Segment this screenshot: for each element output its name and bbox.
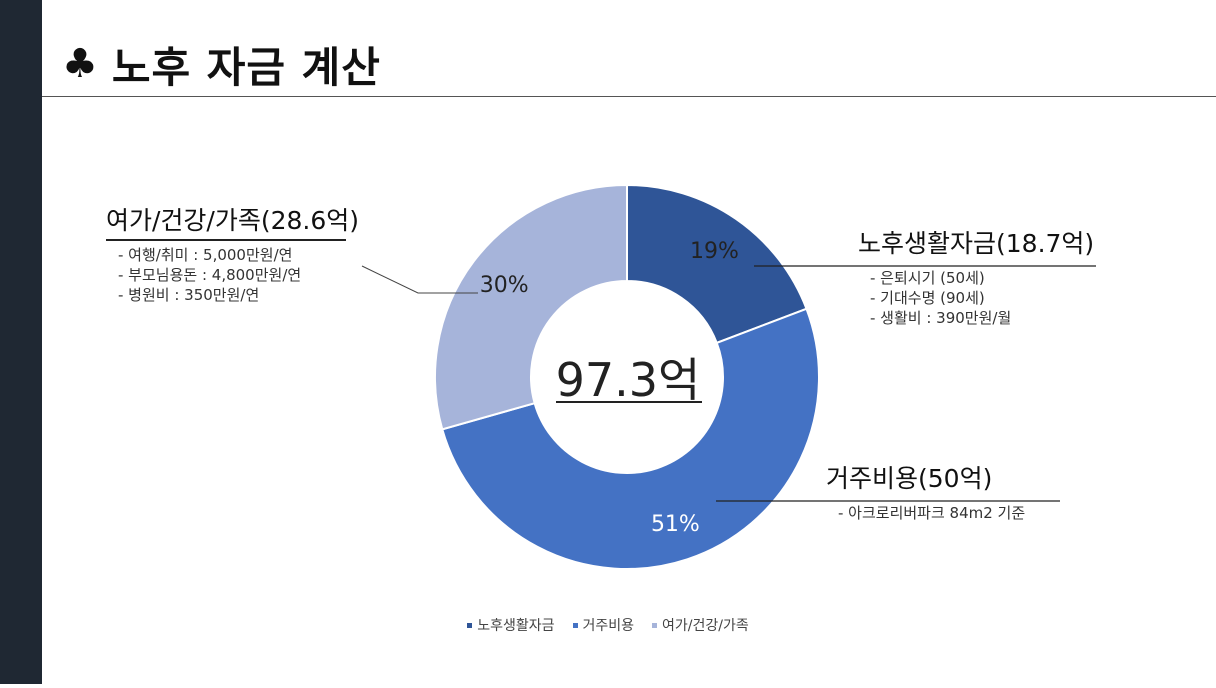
callout-leisure: 여가/건강/가족(28.6억) - 여행/취미 : 5,000만원/연 - 부모… bbox=[106, 206, 360, 305]
legend-item-leisure: 여가/건강/가족 bbox=[652, 615, 749, 635]
legend-label: 거주비용 bbox=[582, 618, 635, 634]
club-suit-icon: ♣ bbox=[62, 41, 98, 87]
slice-percent-label-retirement: 19% bbox=[690, 239, 739, 264]
callout-housing-item: - 아크로리버파크 84m2 기준 bbox=[838, 504, 1026, 522]
callout-leisure-item: - 병원비 : 350만원/연 bbox=[118, 286, 260, 304]
callout-leisure-title: 여가/건강/가족(28.6억) bbox=[106, 206, 360, 235]
donut-slice-retirement bbox=[626, 183, 808, 345]
callout-retirement-item: - 생활비 : 390만원/월 bbox=[870, 309, 1012, 327]
legend-swatch-leisure bbox=[652, 622, 658, 628]
callout-retirement: 노후생활자금(18.7억) - 은퇴시기 (50세) - 기대수명 (90세) … bbox=[858, 229, 1096, 328]
title-divider bbox=[42, 96, 1216, 97]
donut-slice-leisure bbox=[434, 183, 628, 431]
callout-retirement-title: 노후생활자금(18.7억) bbox=[858, 229, 1095, 258]
slice-percent-label-housing: 51% bbox=[651, 512, 700, 537]
callout-housing-title: 거주비용(50억) bbox=[826, 464, 993, 493]
page-header: ♣ 노후 자금 계산 bbox=[62, 36, 381, 92]
page-title: 노후 자금 계산 bbox=[111, 42, 381, 92]
legend-swatch-housing bbox=[572, 622, 578, 628]
callout-leisure-item: - 부모님용돈 : 4,800만원/연 bbox=[118, 266, 302, 284]
donut-center-total: 97.3억 bbox=[556, 353, 701, 407]
callout-housing: 거주비용(50억) - 아크로리버파크 84m2 기준 bbox=[826, 464, 1062, 523]
left-sidebar-bar bbox=[0, 0, 42, 684]
leader-line-leisure bbox=[361, 265, 478, 294]
callout-leisure-item: - 여행/취미 : 5,000만원/연 bbox=[118, 246, 293, 264]
chart-legend: 노후생활자금 거주비용 여가/건강/가족 bbox=[0, 615, 1216, 635]
callout-leisure-rule bbox=[106, 239, 346, 241]
callout-retirement-item: - 은퇴시기 (50세) bbox=[870, 269, 985, 287]
legend-label: 여가/건강/가족 bbox=[662, 618, 749, 634]
donut-slice-housing bbox=[441, 307, 820, 570]
legend-label: 노후생활자금 bbox=[477, 618, 555, 634]
legend-item-housing: 거주비용 bbox=[572, 615, 635, 635]
legend-swatch-retirement bbox=[467, 622, 473, 628]
slice-percent-label-leisure: 30% bbox=[480, 273, 529, 298]
legend-item-retirement: 노후생활자금 bbox=[467, 615, 555, 635]
callout-retirement-item: - 기대수명 (90세) bbox=[870, 289, 985, 307]
